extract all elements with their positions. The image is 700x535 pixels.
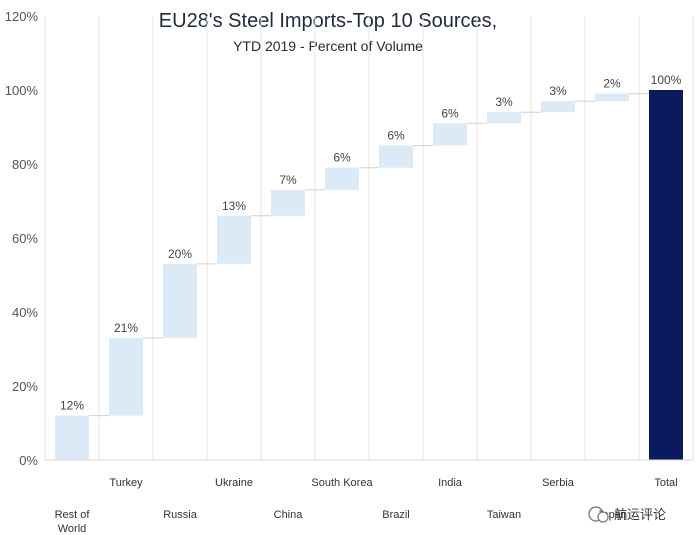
bar xyxy=(325,167,359,190)
category-label: China xyxy=(274,509,304,521)
bar-total xyxy=(649,90,683,460)
bar xyxy=(55,415,89,460)
bar xyxy=(163,263,197,338)
y-tick-label: 120% xyxy=(5,9,39,24)
y-tick-label: 0% xyxy=(19,453,38,468)
watermark: 航运评论 xyxy=(588,506,666,523)
bar xyxy=(595,93,629,102)
bar xyxy=(379,145,413,168)
data-label: 20% xyxy=(168,247,192,261)
category-label: Rest of World xyxy=(55,509,91,535)
category-label: Turkey xyxy=(109,477,143,489)
connector-lines xyxy=(89,93,649,417)
bars xyxy=(55,90,683,460)
y-axis: 0% 20% 40% 60% 80% 100% 120% xyxy=(5,9,39,468)
grid-lines xyxy=(44,16,694,460)
data-label: 21% xyxy=(114,321,138,335)
category-label: Serbia xyxy=(542,477,575,489)
bar xyxy=(217,215,251,264)
x-axis: Rest of World Turkey Russia Ukraine China Sout… xyxy=(45,459,693,535)
category-label: Ukraine xyxy=(215,477,253,489)
data-label: 3% xyxy=(549,84,567,98)
data-label: 6% xyxy=(333,151,351,165)
data-label: 100% xyxy=(651,73,682,87)
data-label: 6% xyxy=(387,129,405,143)
data-labels: 12% 21% 20% 13% 7% 6% 6% 6% 3% 3% 2% 100% xyxy=(60,73,682,413)
category-label: South Korea xyxy=(311,477,373,489)
category-label: Russia xyxy=(163,509,198,521)
data-label: 12% xyxy=(60,399,84,413)
bar xyxy=(109,337,143,416)
category-label: Taiwan xyxy=(487,509,521,521)
data-label: 13% xyxy=(222,199,246,213)
data-label: 2% xyxy=(603,77,621,91)
data-label: 3% xyxy=(495,95,513,109)
y-tick-label: 60% xyxy=(12,231,38,246)
y-tick-label: 80% xyxy=(12,157,38,172)
category-label: Brazil xyxy=(382,509,410,521)
category-label: Total xyxy=(654,477,677,489)
chart-subtitle: YTD 2019 - Percent of Volume xyxy=(233,38,423,54)
chart-title: EU28's Steel Imports-Top 10 Sources, xyxy=(159,10,497,32)
y-tick-label: 20% xyxy=(12,379,38,394)
watermark-text: 航运评论 xyxy=(614,507,666,522)
y-tick-label: 40% xyxy=(12,305,38,320)
data-label: 6% xyxy=(441,106,459,120)
bar xyxy=(271,189,305,216)
category-label: India xyxy=(438,477,463,489)
bar xyxy=(433,123,467,146)
bar xyxy=(487,112,521,124)
data-label: 7% xyxy=(279,173,297,187)
wechat-icon-bubble xyxy=(597,511,609,523)
bar xyxy=(541,101,575,113)
y-tick-label: 100% xyxy=(5,83,39,98)
